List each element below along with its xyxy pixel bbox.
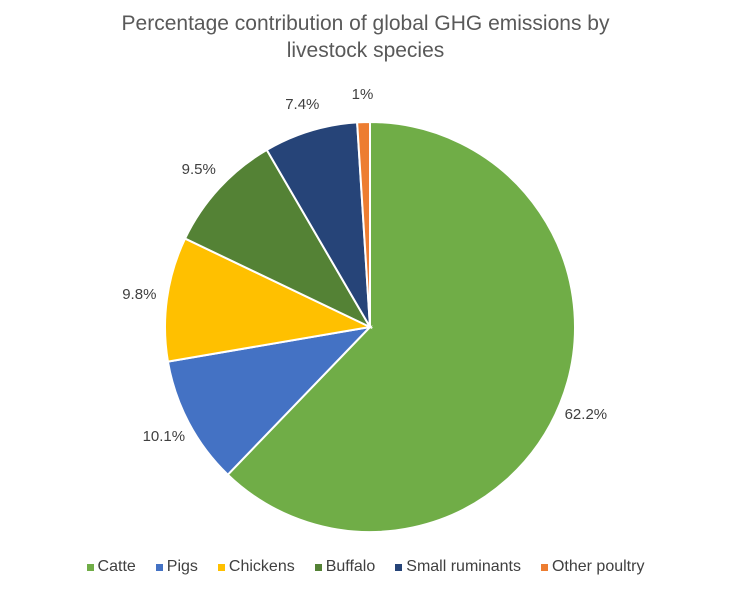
legend-label: Small ruminants <box>406 558 521 575</box>
pie-slice-buffalo <box>183 148 373 330</box>
legend: Catte Pigs Chickens Buffalo Small ruminants O… <box>0 558 731 576</box>
pie-slice-catte <box>226 120 576 533</box>
chart-title: Percentage contribution of global GHG em… <box>0 10 731 64</box>
legend-item: Pigs <box>155 558 198 576</box>
legend-label: Pigs <box>166 558 198 575</box>
pie-slice-pigs <box>166 325 373 477</box>
legend-swatch <box>155 563 163 571</box>
legend-label: Other poultry <box>551 558 645 575</box>
chart-title-line-1: Percentage contribution of global GHG em… <box>121 12 610 35</box>
legend-swatch <box>395 563 403 571</box>
legend-swatch <box>314 563 322 571</box>
legend-swatch <box>540 563 548 571</box>
legend-label: Chickens <box>228 558 295 575</box>
legend-label: Buffalo <box>325 558 376 575</box>
data-label: 1% <box>351 85 374 103</box>
chart-title-line-2: livestock species <box>286 39 445 62</box>
legend-swatch <box>217 563 225 571</box>
legend-item: Small ruminants <box>395 558 521 576</box>
data-label: 7.4% <box>285 95 320 113</box>
legend-item: Chickens <box>217 558 295 576</box>
legend-item: Catte <box>86 558 136 576</box>
legend-label: Catte <box>97 558 136 575</box>
legend-swatch <box>86 563 94 571</box>
pie-slice-chickens <box>164 237 374 363</box>
pie-slice-other-poultry <box>356 120 371 328</box>
data-label: 9.5% <box>181 160 216 178</box>
data-label: 62.2% <box>564 405 608 423</box>
legend-item: Other poultry <box>540 558 645 576</box>
data-label: 9.8% <box>122 286 157 304</box>
data-label: 10.1% <box>142 427 186 445</box>
legend-item: Buffalo <box>314 558 376 576</box>
